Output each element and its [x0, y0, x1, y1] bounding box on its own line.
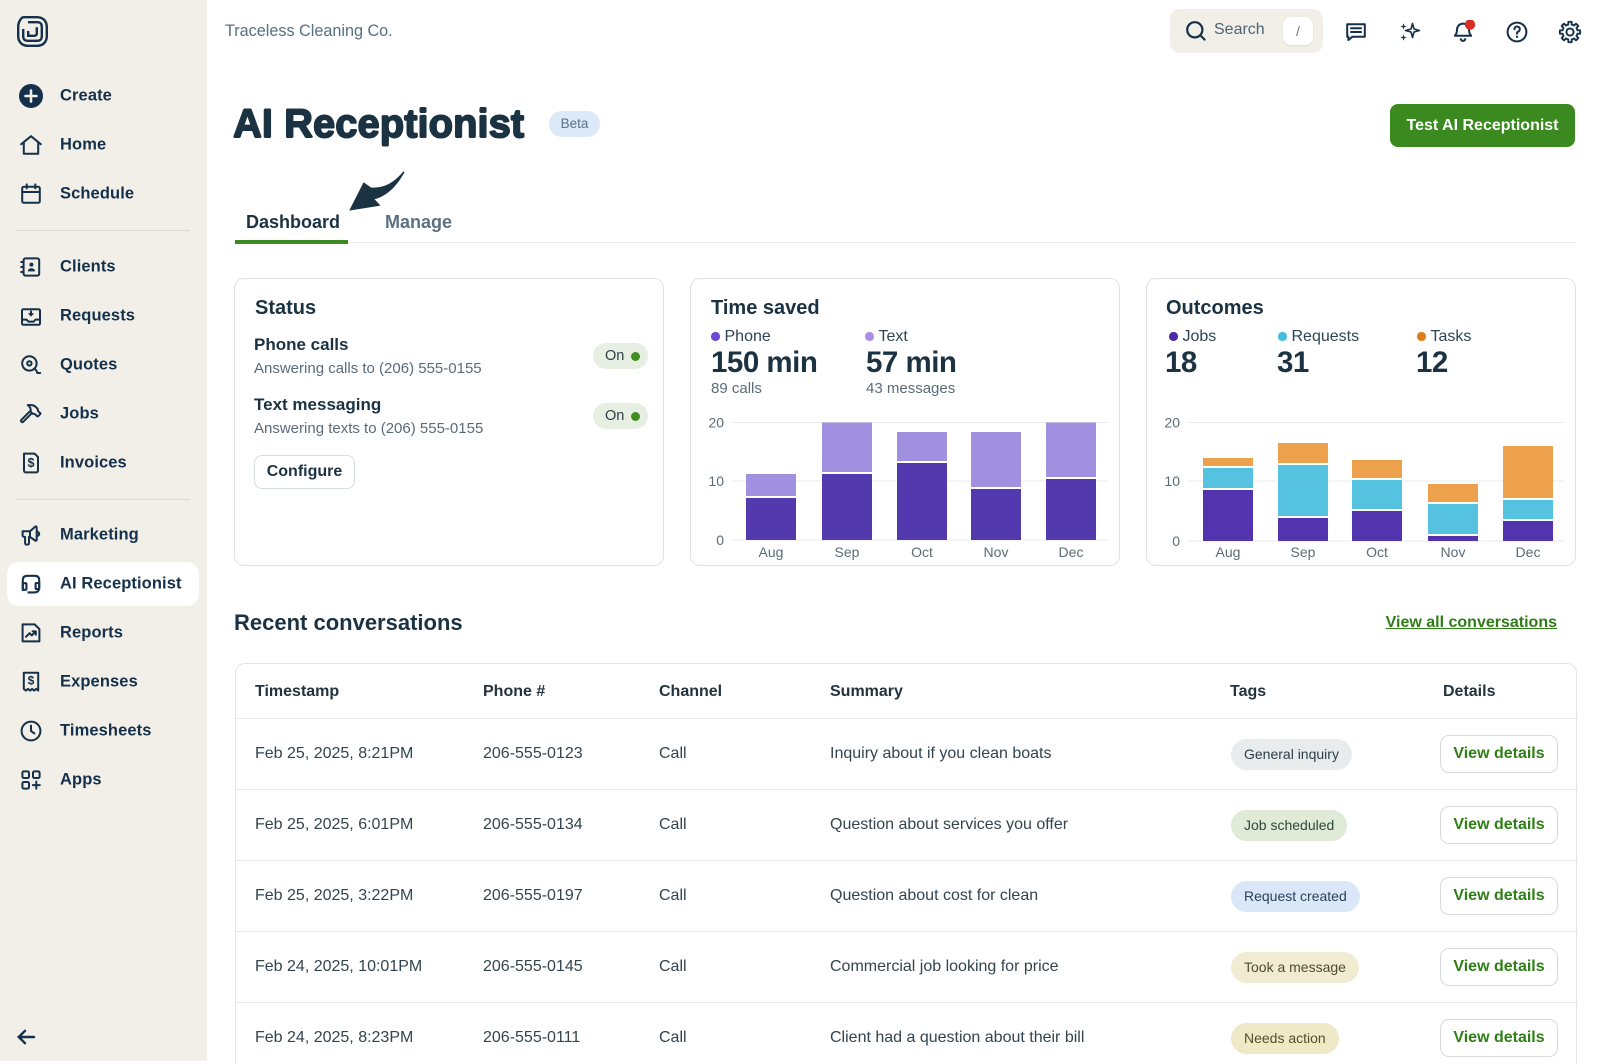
svg-text:Sep: Sep	[835, 544, 860, 560]
svg-text:0: 0	[716, 532, 724, 548]
svg-text:Sep: Sep	[1291, 544, 1316, 560]
svg-text:Dec: Dec	[1059, 544, 1084, 560]
svg-text:Aug: Aug	[1216, 544, 1241, 560]
svg-text:20: 20	[1164, 415, 1180, 431]
svg-text:$: $	[28, 674, 35, 688]
svg-text:$: $	[28, 456, 35, 470]
svg-text:Oct: Oct	[911, 544, 933, 560]
svg-text:10: 10	[1164, 473, 1180, 489]
svg-text:Aug: Aug	[759, 544, 784, 560]
svg-text:0: 0	[1172, 533, 1180, 549]
svg-text:20: 20	[708, 415, 724, 431]
svg-text:10: 10	[708, 473, 724, 489]
svg-text:Nov: Nov	[1441, 544, 1466, 560]
svg-text:Nov: Nov	[984, 544, 1009, 560]
svg-text:Dec: Dec	[1516, 544, 1541, 560]
svg-text:Oct: Oct	[1366, 544, 1388, 560]
